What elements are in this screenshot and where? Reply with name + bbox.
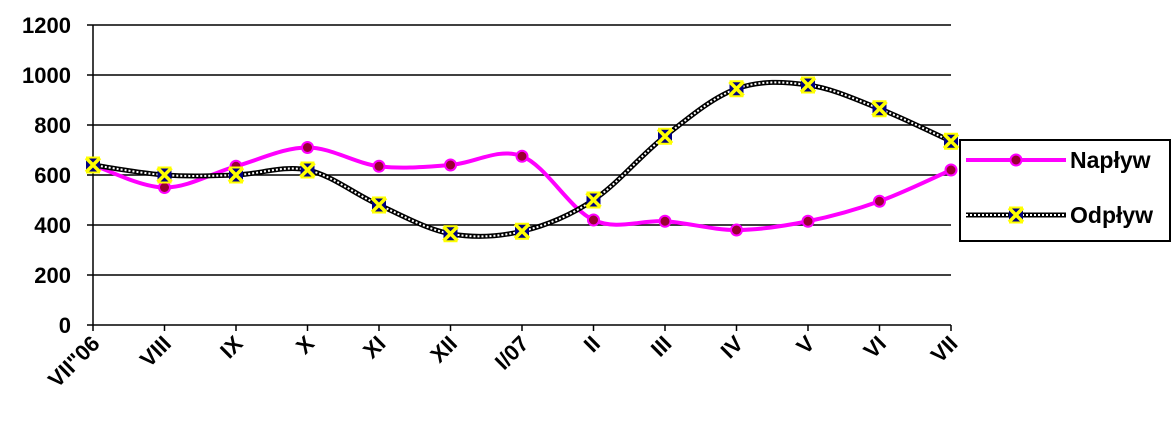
- x-tick-label: XI: [358, 331, 390, 363]
- data-point: [515, 149, 529, 163]
- legend-label: Napływ: [1070, 147, 1151, 173]
- data-point: [728, 80, 745, 98]
- legend-entry: Odpływ: [966, 202, 1153, 228]
- legend-entry: Napływ: [966, 147, 1151, 173]
- x-tick-label: VI: [859, 331, 891, 363]
- x-tick-label: VIII: [135, 331, 176, 372]
- data-point: [156, 166, 173, 184]
- y-tick-label: 400: [34, 213, 71, 238]
- data-point: [84, 156, 102, 174]
- data-point: [442, 225, 459, 243]
- data-point: [801, 214, 815, 228]
- x-tick-label: III: [646, 331, 677, 362]
- data-point: [871, 100, 888, 118]
- legend-swatch-marker: [1009, 153, 1023, 167]
- y-tick-label: 800: [34, 113, 71, 138]
- x-tick-label: V: [791, 331, 819, 359]
- data-point: [585, 191, 602, 209]
- data-point: [730, 223, 743, 237]
- data-point: [227, 166, 245, 184]
- x-tick-label: XII: [425, 331, 462, 368]
- legend-box: [959, 139, 1171, 242]
- y-tick-label: 1200: [22, 13, 71, 38]
- series-markers-1: [86, 141, 958, 237]
- data-point: [372, 159, 386, 173]
- legend-label: Odpływ: [1070, 202, 1153, 228]
- data-point: [370, 196, 388, 214]
- x-tick-label: X: [291, 331, 319, 359]
- data-point: [513, 222, 531, 240]
- data-point: [301, 141, 314, 154]
- data-point: [658, 214, 672, 228]
- series-markers: [84, 76, 960, 243]
- y-tick-label: 0: [59, 313, 71, 338]
- legend: Napływ Odpływ: [959, 139, 1171, 242]
- x-tick-label: IV: [716, 331, 749, 364]
- data-point: [944, 163, 958, 177]
- y-tick-label: 1000: [22, 63, 71, 88]
- data-point: [656, 127, 674, 145]
- x-tick-label: VII"06: [43, 331, 104, 392]
- data-point: [587, 213, 600, 227]
- data-point: [158, 181, 171, 194]
- axes: [87, 24, 952, 331]
- y-tick-label: 200: [34, 263, 71, 288]
- data-point: [873, 194, 886, 208]
- series-markers-2: [84, 76, 960, 243]
- x-tick-label: I/07: [490, 331, 534, 375]
- legend-swatch-marker: [1007, 206, 1025, 224]
- y-tick-label: 600: [34, 163, 71, 188]
- x-tick-label: VII: [926, 331, 963, 368]
- x-tick-label: II: [579, 331, 605, 357]
- x-tick-label: IX: [215, 331, 248, 364]
- data-point: [942, 132, 960, 150]
- data-point: [444, 158, 457, 172]
- data-point: [299, 161, 316, 179]
- data-point: [799, 76, 817, 94]
